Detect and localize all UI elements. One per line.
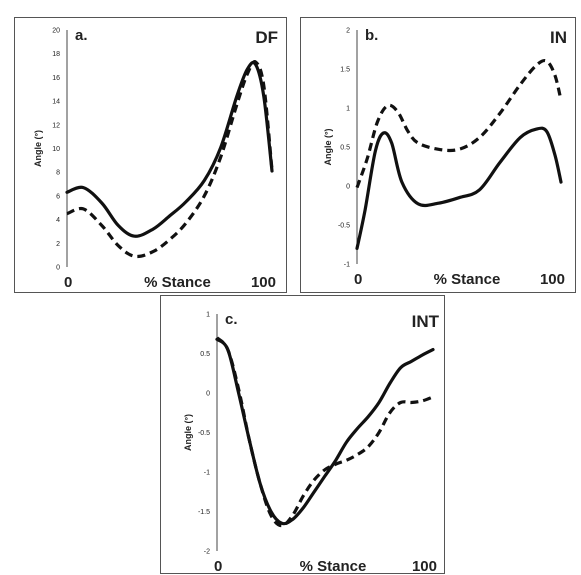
- chart-panel-a: 0 2 4 6 8 10 12 14 16 18 20 Angle (°) a. DF 0 100 % Stan…: [14, 17, 287, 293]
- panel-title: INT: [412, 312, 440, 331]
- x-axis-label: % Stance: [144, 274, 211, 291]
- y-tick-label: 14: [52, 99, 60, 106]
- y-tick-label: 20: [52, 28, 60, 35]
- y-tick-label: 8: [56, 170, 60, 177]
- x-axis-label: % Stance: [300, 558, 367, 575]
- chart-svg-a: 0 2 4 6 8 10 12 14 16 18 20 Angle (°) a. DF 0 100 % Stan…: [33, 27, 278, 291]
- chart-panel-c: -2 -1.5 -1 -0.5 0 0.5 1 Angle (°) c. INT 0 100 % Sta…: [160, 295, 445, 575]
- y-tick-label: 0: [206, 391, 210, 398]
- y-tick-label: 1: [206, 312, 210, 319]
- y-tick-label: -2: [204, 549, 210, 556]
- y-tick-label: 6: [56, 193, 60, 200]
- x-tick-label-end: 100: [251, 274, 276, 291]
- y-tick-label: 0.5: [200, 351, 210, 358]
- y-tick-label: 0: [56, 265, 60, 272]
- y-axis-label: Angle (°): [323, 128, 333, 165]
- series-line-solid: [355, 126, 563, 250]
- y-tick-label: 2: [346, 28, 350, 35]
- y-tick-label: 18: [52, 51, 60, 58]
- series-line-solid: [65, 60, 274, 238]
- panel-label: b.: [365, 27, 378, 44]
- chart-svg-b: -1 -0.5 0 0.5 1 1.5 2 Angle (°) b. IN 0 100 % Stance: [323, 27, 567, 288]
- y-tick-label: 1: [346, 106, 350, 113]
- chart-panel-b: -1 -0.5 0 0.5 1 1.5 2 Angle (°) b. IN 0 100 % Stance: [300, 17, 576, 293]
- x-tick-label-end: 100: [540, 271, 565, 288]
- y-tick-label: 0.5: [340, 145, 350, 152]
- y-tick-label: -1.5: [198, 509, 210, 516]
- x-tick-label-end: 100: [412, 558, 437, 575]
- y-tick-label: 1.5: [340, 67, 350, 74]
- y-tick-label: 10: [52, 146, 60, 153]
- series-line-dashed: [66, 60, 274, 259]
- x-tick-label-start: 0: [214, 558, 222, 575]
- y-tick-label: -1: [204, 470, 210, 477]
- panel-label: a.: [75, 27, 88, 44]
- y-axis-label: Angle (°): [33, 130, 43, 167]
- x-tick-label-start: 0: [354, 271, 362, 288]
- panel-title: DF: [255, 28, 278, 47]
- series-line-solid: [215, 337, 435, 526]
- series-line-dashed: [215, 336, 434, 528]
- y-tick-label: -0.5: [198, 430, 210, 437]
- x-tick-label-start: 0: [64, 274, 72, 291]
- y-tick-label: 2: [56, 241, 60, 248]
- y-tick-label: -1: [344, 262, 350, 269]
- series-line-dashed: [355, 58, 563, 189]
- chart-svg-c: -2 -1.5 -1 -0.5 0 0.5 1 Angle (°) c. INT 0 100 % Sta…: [183, 311, 440, 575]
- y-tick-label: 16: [52, 75, 60, 82]
- y-tick-label: 4: [56, 217, 60, 224]
- y-tick-label: 12: [52, 122, 60, 129]
- x-axis-label: % Stance: [434, 271, 501, 288]
- panel-label: c.: [225, 311, 238, 328]
- panel-title: IN: [550, 28, 567, 47]
- y-tick-label: -0.5: [338, 223, 350, 230]
- y-tick-label: 0: [346, 184, 350, 191]
- y-axis-label: Angle (°): [183, 414, 193, 451]
